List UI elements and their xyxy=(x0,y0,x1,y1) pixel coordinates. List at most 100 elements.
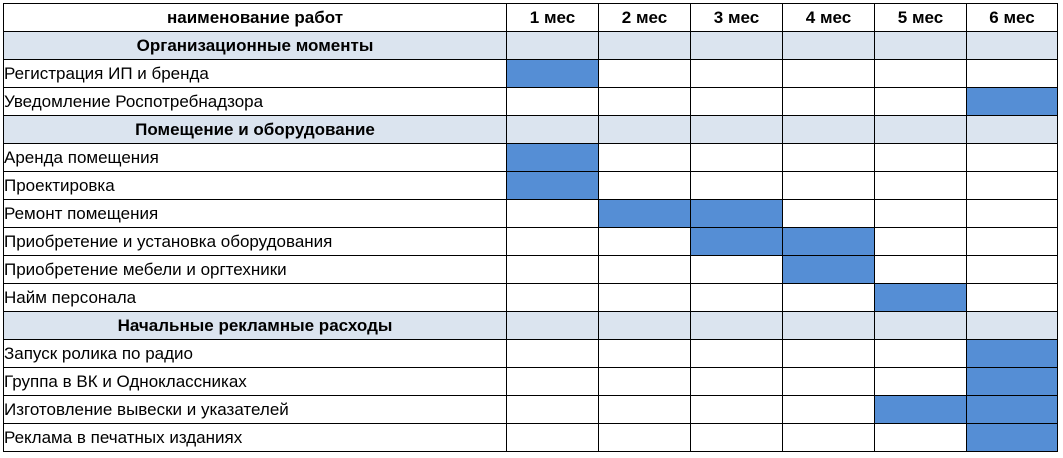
gantt-bar-cell xyxy=(690,227,783,256)
section-row: Помещение и оборудование xyxy=(3,115,1058,144)
task-name: Приобретение мебели и оргтехники xyxy=(3,255,507,284)
empty-month-cell xyxy=(874,87,967,116)
empty-month-cell xyxy=(506,283,599,312)
empty-month-cell xyxy=(598,423,691,452)
section-month-cell xyxy=(782,115,875,144)
task-name: Аренда помещения xyxy=(3,143,507,172)
empty-month-cell xyxy=(598,227,691,256)
section-title: Начальные рекламные расходы xyxy=(3,311,507,340)
gantt-bar-cell xyxy=(874,395,967,424)
empty-month-cell xyxy=(782,339,875,368)
table-row: Найм персонала xyxy=(3,283,1058,312)
empty-month-cell xyxy=(966,255,1058,284)
section-month-cell xyxy=(782,31,875,60)
empty-month-cell xyxy=(782,87,875,116)
gantt-bar-cell xyxy=(782,227,875,256)
table-row: Проектировка xyxy=(3,171,1058,200)
section-month-cell xyxy=(598,311,691,340)
empty-month-cell xyxy=(874,423,967,452)
empty-month-cell xyxy=(506,423,599,452)
table-row: Приобретение мебели и оргтехники xyxy=(3,255,1058,284)
section-row: Начальные рекламные расходы xyxy=(3,311,1058,340)
task-name: Реклама в печатных изданиях xyxy=(3,423,507,452)
table-row: Приобретение и установка оборудования xyxy=(3,227,1058,256)
empty-month-cell xyxy=(690,255,783,284)
gantt-bar-cell xyxy=(966,87,1058,116)
empty-month-cell xyxy=(782,143,875,172)
empty-month-cell xyxy=(690,367,783,396)
gantt-bar-cell xyxy=(966,395,1058,424)
gantt-schedule-table: наименование работ 1 мес 2 мес 3 мес 4 м… xyxy=(3,3,1058,452)
empty-month-cell xyxy=(874,59,967,88)
empty-month-cell xyxy=(598,143,691,172)
header-row: наименование работ 1 мес 2 мес 3 мес 4 м… xyxy=(3,3,1058,32)
section-title: Помещение и оборудование xyxy=(3,115,507,144)
empty-month-cell xyxy=(874,367,967,396)
section-month-cell xyxy=(966,31,1058,60)
section-month-cell xyxy=(598,115,691,144)
empty-month-cell xyxy=(874,339,967,368)
gantt-bar-cell xyxy=(690,199,783,228)
task-name: Группа в ВК и Одноклассниках xyxy=(3,367,507,396)
empty-month-cell xyxy=(782,199,875,228)
task-name: Уведомление Роспотребнадзора xyxy=(3,87,507,116)
table-row: Реклама в печатных изданиях xyxy=(3,423,1058,452)
table-row: Запуск ролика по радио xyxy=(3,339,1058,368)
empty-month-cell xyxy=(782,423,875,452)
gantt-bar-cell xyxy=(966,339,1058,368)
empty-month-cell xyxy=(690,283,783,312)
task-name: Регистрация ИП и бренда xyxy=(3,59,507,88)
section-month-cell xyxy=(506,115,599,144)
table-row: Аренда помещения xyxy=(3,143,1058,172)
task-name: Проектировка xyxy=(3,171,507,200)
empty-month-cell xyxy=(966,143,1058,172)
empty-month-cell xyxy=(966,227,1058,256)
gantt-bar-cell xyxy=(966,423,1058,452)
empty-month-cell xyxy=(782,395,875,424)
section-month-cell xyxy=(874,115,967,144)
gantt-bar-cell xyxy=(874,283,967,312)
month-header: 6 мес xyxy=(966,3,1058,32)
gantt-bar-cell xyxy=(506,59,599,88)
month-header: 5 мес xyxy=(874,3,967,32)
section-month-cell xyxy=(874,311,967,340)
section-month-cell xyxy=(506,31,599,60)
empty-month-cell xyxy=(966,171,1058,200)
empty-month-cell xyxy=(598,283,691,312)
empty-month-cell xyxy=(506,395,599,424)
empty-month-cell xyxy=(874,227,967,256)
month-header: 3 мес xyxy=(690,3,783,32)
section-title: Организационные моменты xyxy=(3,31,507,60)
section-month-cell xyxy=(782,311,875,340)
section-month-cell xyxy=(690,311,783,340)
empty-month-cell xyxy=(506,367,599,396)
task-name: Запуск ролика по радио xyxy=(3,339,507,368)
empty-month-cell xyxy=(782,283,875,312)
empty-month-cell xyxy=(690,423,783,452)
empty-month-cell xyxy=(690,143,783,172)
task-name: Изготовление вывески и указателей xyxy=(3,395,507,424)
gantt-bar-cell xyxy=(506,143,599,172)
empty-month-cell xyxy=(690,87,783,116)
section-month-cell xyxy=(598,31,691,60)
gantt-bar-cell xyxy=(966,367,1058,396)
gantt-body: Организационные моменты Регистрация ИП и … xyxy=(3,31,1058,452)
section-month-cell xyxy=(690,31,783,60)
empty-month-cell xyxy=(598,171,691,200)
empty-month-cell xyxy=(598,367,691,396)
section-month-cell xyxy=(966,115,1058,144)
empty-month-cell xyxy=(966,199,1058,228)
section-month-cell xyxy=(966,311,1058,340)
empty-month-cell xyxy=(966,59,1058,88)
section-month-cell xyxy=(690,115,783,144)
month-header: 4 мес xyxy=(782,3,875,32)
empty-month-cell xyxy=(874,255,967,284)
task-column-header: наименование работ xyxy=(3,3,507,32)
empty-month-cell xyxy=(690,395,783,424)
empty-month-cell xyxy=(598,87,691,116)
empty-month-cell xyxy=(506,339,599,368)
empty-month-cell xyxy=(690,59,783,88)
table-row: Ремонт помещения xyxy=(3,199,1058,228)
empty-month-cell xyxy=(506,199,599,228)
empty-month-cell xyxy=(506,227,599,256)
